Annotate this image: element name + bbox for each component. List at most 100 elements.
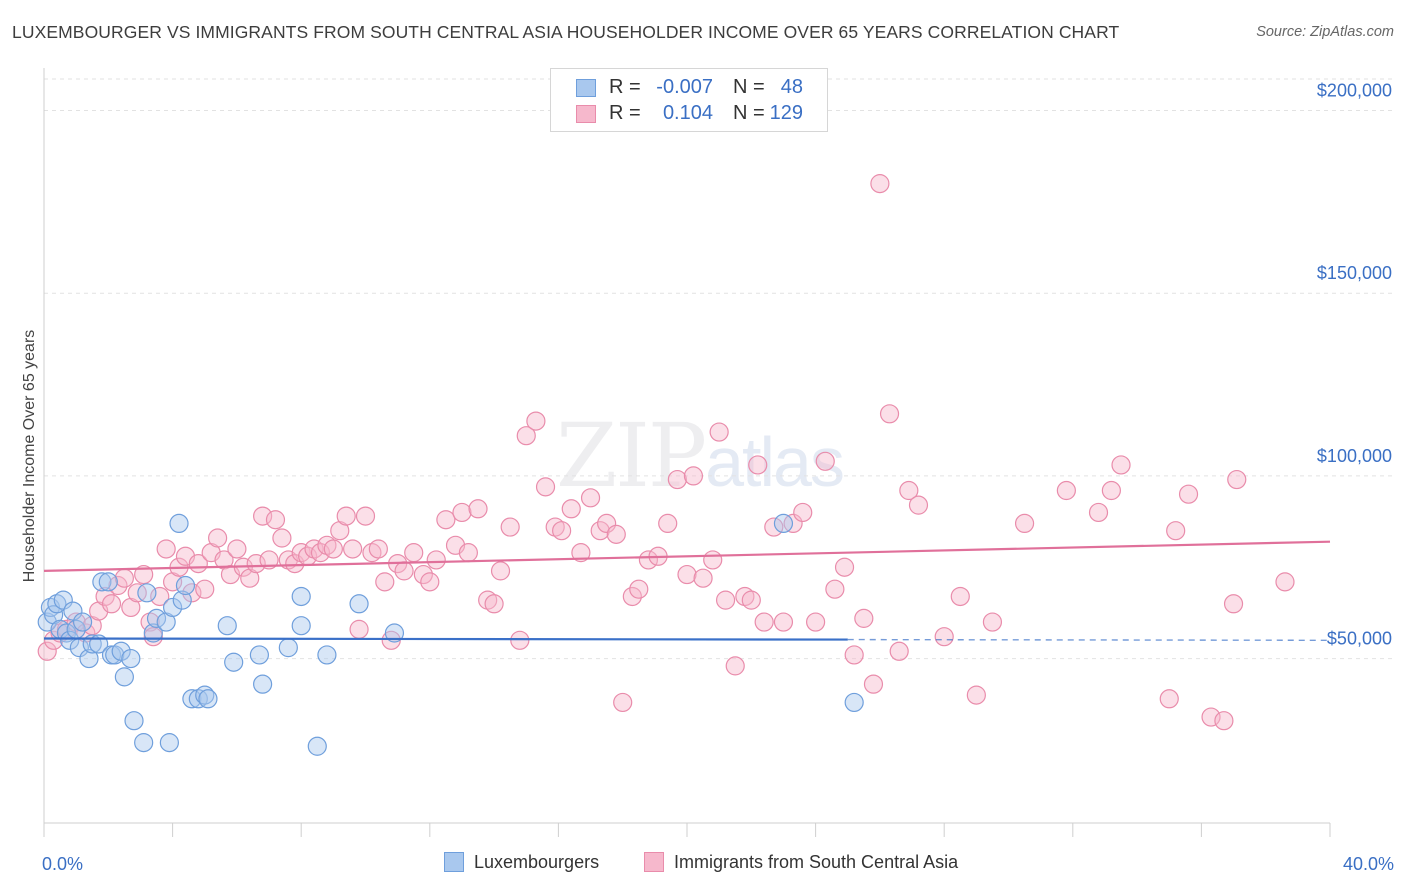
immigrants-point	[815, 451, 835, 471]
legend-r-value: -0.007	[656, 76, 713, 98]
immigrants-point	[253, 506, 273, 526]
immigrants-point	[793, 502, 813, 523]
legend-row-luxembourgers: R = -0.007 N = 48	[551, 75, 827, 101]
immigrants-point	[272, 528, 292, 548]
immigrants-point	[490, 561, 511, 581]
immigrants-point	[349, 619, 369, 639]
immigrants-point	[561, 499, 581, 519]
luxembourgers-point	[105, 645, 125, 665]
immigrants-point	[208, 528, 228, 548]
immigrants-point	[1275, 572, 1295, 592]
series-immigrants-points	[37, 174, 1295, 731]
luxembourgers-point	[111, 641, 131, 661]
series-swatch-pink	[644, 852, 664, 872]
immigrants-point	[783, 513, 803, 534]
immigrants-point	[879, 404, 900, 424]
series-name: Luxembourgers	[474, 852, 600, 872]
immigrants-point	[101, 594, 122, 614]
luxembourgers-point	[47, 594, 67, 614]
x-tick-label-max: 40.0%	[1343, 854, 1394, 874]
immigrants-point	[1159, 689, 1179, 709]
y-tick-label: $200,000	[1317, 81, 1392, 101]
trend-line-immigrants	[43, 540, 1331, 572]
immigrants-point	[590, 521, 610, 541]
immigrants-point	[966, 685, 986, 705]
luxembourgers-point	[195, 685, 215, 705]
immigrants-point	[156, 539, 176, 559]
legend-n-value: 129	[769, 102, 803, 124]
y-tick-label: $50,000	[1327, 629, 1392, 649]
luxembourgers-point	[278, 638, 298, 658]
series-name: Immigrants from South Central Asia	[674, 852, 959, 872]
immigrants-point	[259, 550, 279, 570]
immigrants-point	[754, 612, 774, 632]
luxembourgers-point	[79, 648, 99, 669]
immigrants-point	[458, 543, 478, 563]
immigrants-point	[478, 590, 498, 610]
luxembourgers-point	[63, 601, 83, 621]
luxembourgers-point	[98, 572, 118, 592]
immigrants-point	[764, 517, 784, 537]
immigrants-point	[982, 612, 1003, 632]
immigrants-point	[741, 590, 761, 610]
luxembourgers-point	[217, 616, 237, 636]
luxembourgers-point	[163, 597, 183, 618]
immigrants-point	[66, 612, 86, 632]
immigrants-point	[580, 488, 601, 508]
immigrants-point	[629, 579, 649, 599]
immigrants-point	[510, 630, 530, 650]
y-axis-label: Householder Income Over 65 years	[21, 330, 38, 583]
immigrants-point	[908, 495, 929, 515]
immigrants-point	[683, 466, 704, 486]
immigrants-point	[658, 513, 678, 534]
immigrants-point	[1014, 513, 1035, 534]
immigrants-point	[413, 564, 433, 585]
y-tick-label: $150,000	[1317, 263, 1392, 283]
legend-n-label: N =	[733, 76, 765, 98]
legend-r-value: 0.104	[662, 102, 713, 124]
luxembourgers-point	[60, 630, 80, 650]
immigrants-point	[355, 506, 376, 526]
luxembourgers-point	[182, 689, 202, 709]
immigrants-point	[709, 422, 729, 442]
immigrants-point	[375, 572, 395, 592]
immigrants-point	[452, 502, 472, 523]
series-swatch-blue	[444, 852, 464, 872]
immigrants-point	[195, 579, 215, 599]
immigrants-point	[404, 543, 424, 563]
immigrants-point	[516, 426, 536, 446]
trend-line-luxembourgers-extension	[847, 638, 1331, 642]
legend-n-value: 48	[780, 76, 803, 98]
immigrants-point	[805, 612, 826, 632]
luxembourgers-point	[175, 575, 196, 596]
luxembourgers-point	[317, 645, 337, 665]
source-credit: Source: ZipAtlas.com	[1256, 24, 1394, 40]
immigrants-point	[246, 553, 266, 574]
immigrants-point	[95, 586, 115, 607]
luxembourgers-point	[92, 572, 112, 592]
immigrants-point	[127, 583, 147, 603]
immigrants-point	[362, 543, 382, 563]
immigrants-point	[622, 586, 642, 607]
luxembourgers-point	[146, 608, 167, 628]
immigrants-point	[535, 477, 556, 497]
luxembourgers-point	[307, 736, 327, 756]
luxembourgers-point	[169, 513, 189, 534]
immigrants-point	[677, 564, 697, 585]
immigrants-point	[693, 568, 713, 588]
luxembourgers-point	[53, 590, 73, 610]
immigrants-point	[265, 510, 286, 530]
immigrants-point	[426, 550, 446, 570]
legend-r-label: R =	[609, 76, 641, 98]
watermark: ZIPatlas	[556, 404, 845, 507]
immigrants-point	[1088, 502, 1109, 523]
immigrants-point	[420, 572, 440, 592]
immigrants-point	[571, 543, 591, 563]
luxembourgers-point	[172, 590, 192, 610]
legend-n-label: N =	[733, 102, 765, 124]
immigrants-point	[1111, 455, 1131, 475]
luxembourgers-point	[249, 645, 270, 665]
watermark-zip: ZIP	[556, 404, 707, 507]
immigrants-point	[667, 469, 687, 490]
luxembourgers-point	[159, 733, 179, 753]
